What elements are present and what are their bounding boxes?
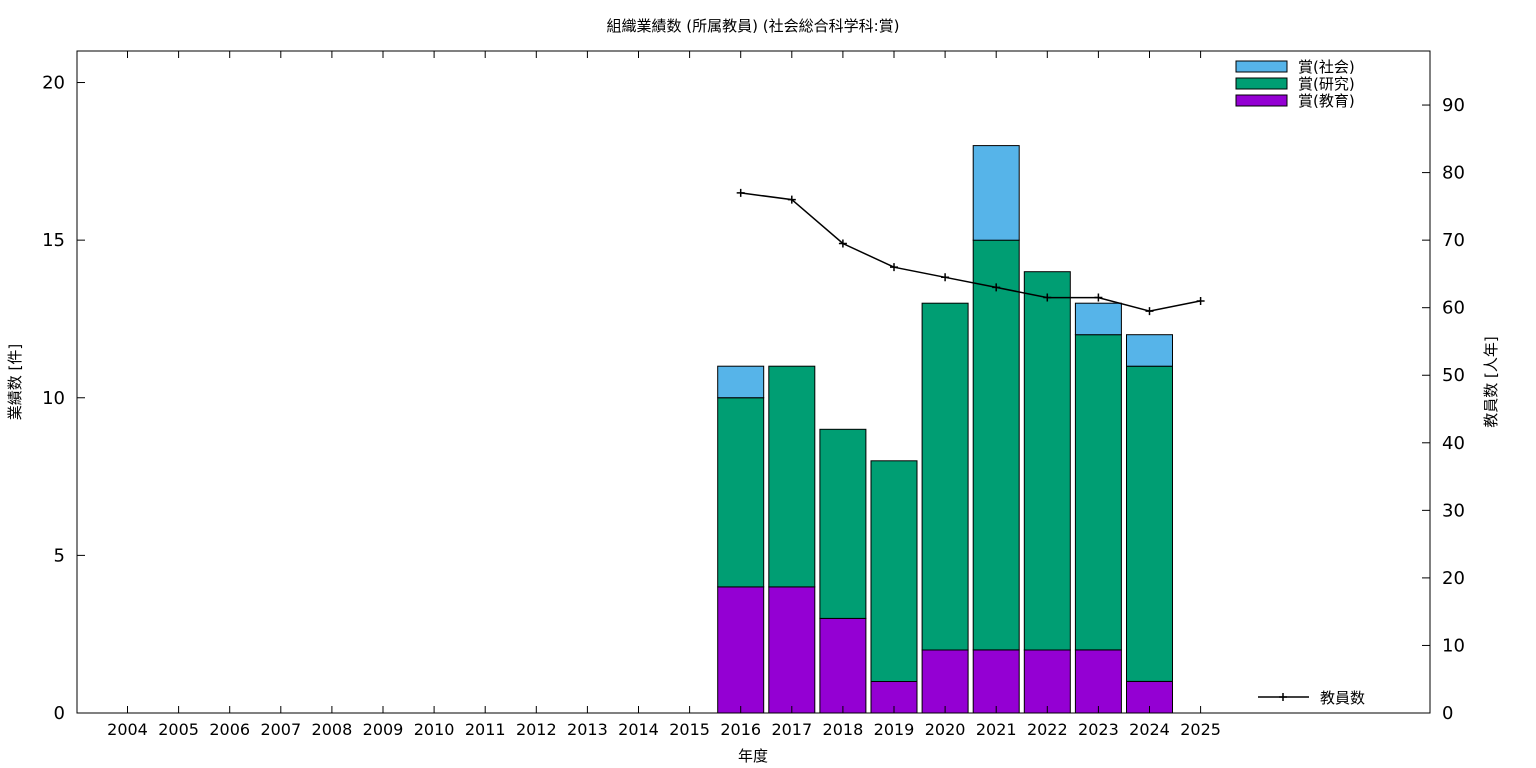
bar-2024-series-2 <box>1126 334 1173 367</box>
x-tick-label: 2007 <box>260 720 301 739</box>
y2-tick-label: 20 <box>1442 568 1465 589</box>
bar-2018-series-1 <box>819 428 867 619</box>
bar-2021-series-1 <box>972 239 1020 651</box>
bar-2024-series-1 <box>1126 365 1173 682</box>
y-tick-label: 0 <box>54 703 65 724</box>
chart-title: 組織業績数 (所属教員) (社会総合科学科:賞) <box>607 17 900 35</box>
x-tick-label: 2014 <box>618 720 659 739</box>
y-tick-label: 20 <box>42 73 65 94</box>
legend-swatch <box>1235 77 1288 90</box>
legend-label: 賞(社会) <box>1298 58 1355 76</box>
y2-tick-label: 80 <box>1442 163 1465 184</box>
y2-tick-label: 90 <box>1442 95 1465 116</box>
legend-swatch <box>1235 60 1288 73</box>
teacher-count-point <box>1043 293 1052 302</box>
x-tick-label: 2015 <box>669 720 710 739</box>
legend-line-marker <box>1279 693 1287 701</box>
legend: 賞(社会)賞(研究)賞(教育) <box>1235 58 1355 110</box>
teacher-count-point <box>736 188 745 197</box>
x-tick-label: 2022 <box>1027 720 1068 739</box>
x-tick-label: 2021 <box>976 720 1017 739</box>
teacher-count-point <box>941 273 950 282</box>
bar-2020-series-1 <box>921 302 969 651</box>
y2-tick-label: 10 <box>1442 635 1465 656</box>
x-tick-label: 2005 <box>158 720 199 739</box>
x-tick-label: 2013 <box>567 720 608 739</box>
x-axis-label: 年度 <box>738 747 768 765</box>
x-tick-label: 2019 <box>874 720 915 739</box>
bar-2020-series-0 <box>921 649 969 714</box>
x-tick-label: 2016 <box>720 720 761 739</box>
y-axis-label: 業績数 [件] <box>6 344 24 420</box>
bar-2023-series-1 <box>1074 334 1122 651</box>
x-tick-label: 2004 <box>107 720 148 739</box>
legend-label: 賞(研究) <box>1298 75 1355 93</box>
bars-layer <box>717 145 1173 714</box>
y2-tick-label: 30 <box>1442 500 1465 521</box>
x-tick-label: 2010 <box>414 720 455 739</box>
legend-line-label: 教員数 <box>1320 689 1365 707</box>
bar-2019-series-1 <box>870 460 918 682</box>
y2-tick-label: 60 <box>1442 298 1465 319</box>
line-legend: 教員数 <box>1258 689 1365 707</box>
y2-axis-label: 教員数 [人年] <box>1482 336 1500 427</box>
bar-2023-series-0 <box>1074 649 1122 714</box>
bar-2016-series-0 <box>717 586 765 714</box>
teacher-count-point <box>1145 307 1154 316</box>
x-tick-label: 2008 <box>312 720 353 739</box>
y2-tick-label: 70 <box>1442 230 1465 251</box>
bar-2021-series-2 <box>972 145 1020 241</box>
x-tick-label: 2024 <box>1129 720 1170 739</box>
x-tick-label: 2011 <box>465 720 506 739</box>
teacher-count-line <box>740 192 1201 312</box>
y2-axis: 0 10 20 30 40 50 60 70 80 90 <box>1422 95 1465 724</box>
y-tick-label: 5 <box>54 545 65 566</box>
x-tick-label: 2018 <box>823 720 864 739</box>
bar-2018-series-0 <box>819 617 867 714</box>
teacher-count-line-layer <box>736 188 1205 316</box>
plot-frame <box>76 50 1431 714</box>
bar-2016-series-2 <box>717 365 765 399</box>
bar-2021-series-0 <box>972 649 1020 714</box>
teacher-count-point <box>1094 293 1103 302</box>
x-tick-label: 2023 <box>1078 720 1119 739</box>
teacher-count-point <box>1196 296 1205 305</box>
bar-2017-series-1 <box>768 365 816 588</box>
x-tick-label: 2012 <box>516 720 557 739</box>
x-tick-label: 2020 <box>925 720 966 739</box>
teacher-count-point <box>838 239 847 248</box>
x-axis: 2004 2005 2006 2007 2008 2009 2010 2011 2012 2013… <box>107 51 1221 739</box>
x-tick-label: 2006 <box>209 720 250 739</box>
y-axis: 0 5 10 15 20 <box>42 73 85 724</box>
x-tick-label: 2009 <box>363 720 404 739</box>
y-tick-label: 10 <box>42 388 65 409</box>
bar-2017-series-0 <box>768 586 816 714</box>
legend-label: 賞(教育) <box>1298 92 1355 110</box>
teacher-count-point <box>890 263 898 272</box>
y2-tick-label: 0 <box>1442 703 1453 724</box>
x-tick-label: 2025 <box>1180 720 1221 739</box>
teacher-count-point <box>992 283 1001 292</box>
x-tick-label: 2017 <box>771 720 812 739</box>
legend-swatch <box>1235 94 1288 107</box>
teacher-count-point <box>787 195 796 204</box>
bar-2016-series-1 <box>717 397 765 588</box>
y2-tick-label: 40 <box>1442 433 1465 454</box>
bar-2023-series-2 <box>1074 302 1122 336</box>
bar-2022-series-0 <box>1023 649 1071 714</box>
y-tick-label: 15 <box>42 230 65 251</box>
bar-2022-series-1 <box>1023 271 1071 651</box>
y2-tick-label: 50 <box>1442 365 1465 386</box>
